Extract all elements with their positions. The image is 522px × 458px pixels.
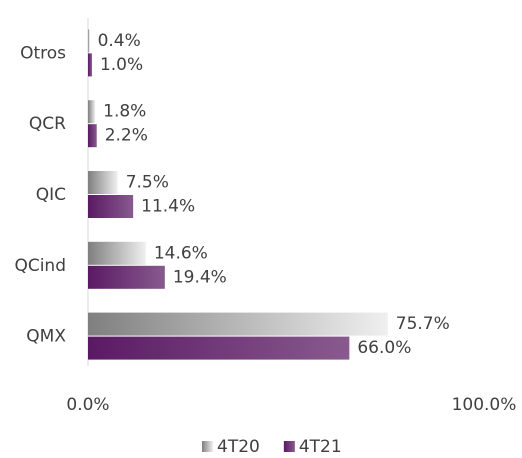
value-label: 0.4% [98,31,141,51]
value-label: 19.4% [173,267,227,287]
legend-swatch [202,441,213,452]
value-label: 2.2% [105,126,148,146]
bar [88,195,134,218]
legend-swatch [283,441,295,452]
value-label: 1.8% [103,102,146,122]
value-label: 7.5% [126,173,169,193]
bar [88,312,388,336]
bar [88,265,165,289]
x-tick-label: 100.0% [452,395,517,415]
bar [88,171,118,194]
category-label: QIC [36,185,66,205]
bar [88,100,96,124]
legend-label: 4T20 [217,437,260,457]
category-label: QCR [29,114,66,134]
bar [88,241,146,265]
value-label: 11.4% [141,197,195,217]
category-label: QCind [14,256,66,276]
value-label: 1.0% [100,55,143,75]
legend-label: 4T21 [299,437,342,457]
bar [88,29,90,53]
value-label: 14.6% [154,243,208,263]
category-label: Otros [20,43,66,63]
bar [88,336,350,360]
value-label: 66.0% [357,338,411,358]
bar [88,124,97,148]
x-tick-label: 0.0% [66,395,109,415]
bar [88,53,92,77]
value-label: 75.7% [396,314,450,334]
category-label: QMX [26,327,66,347]
